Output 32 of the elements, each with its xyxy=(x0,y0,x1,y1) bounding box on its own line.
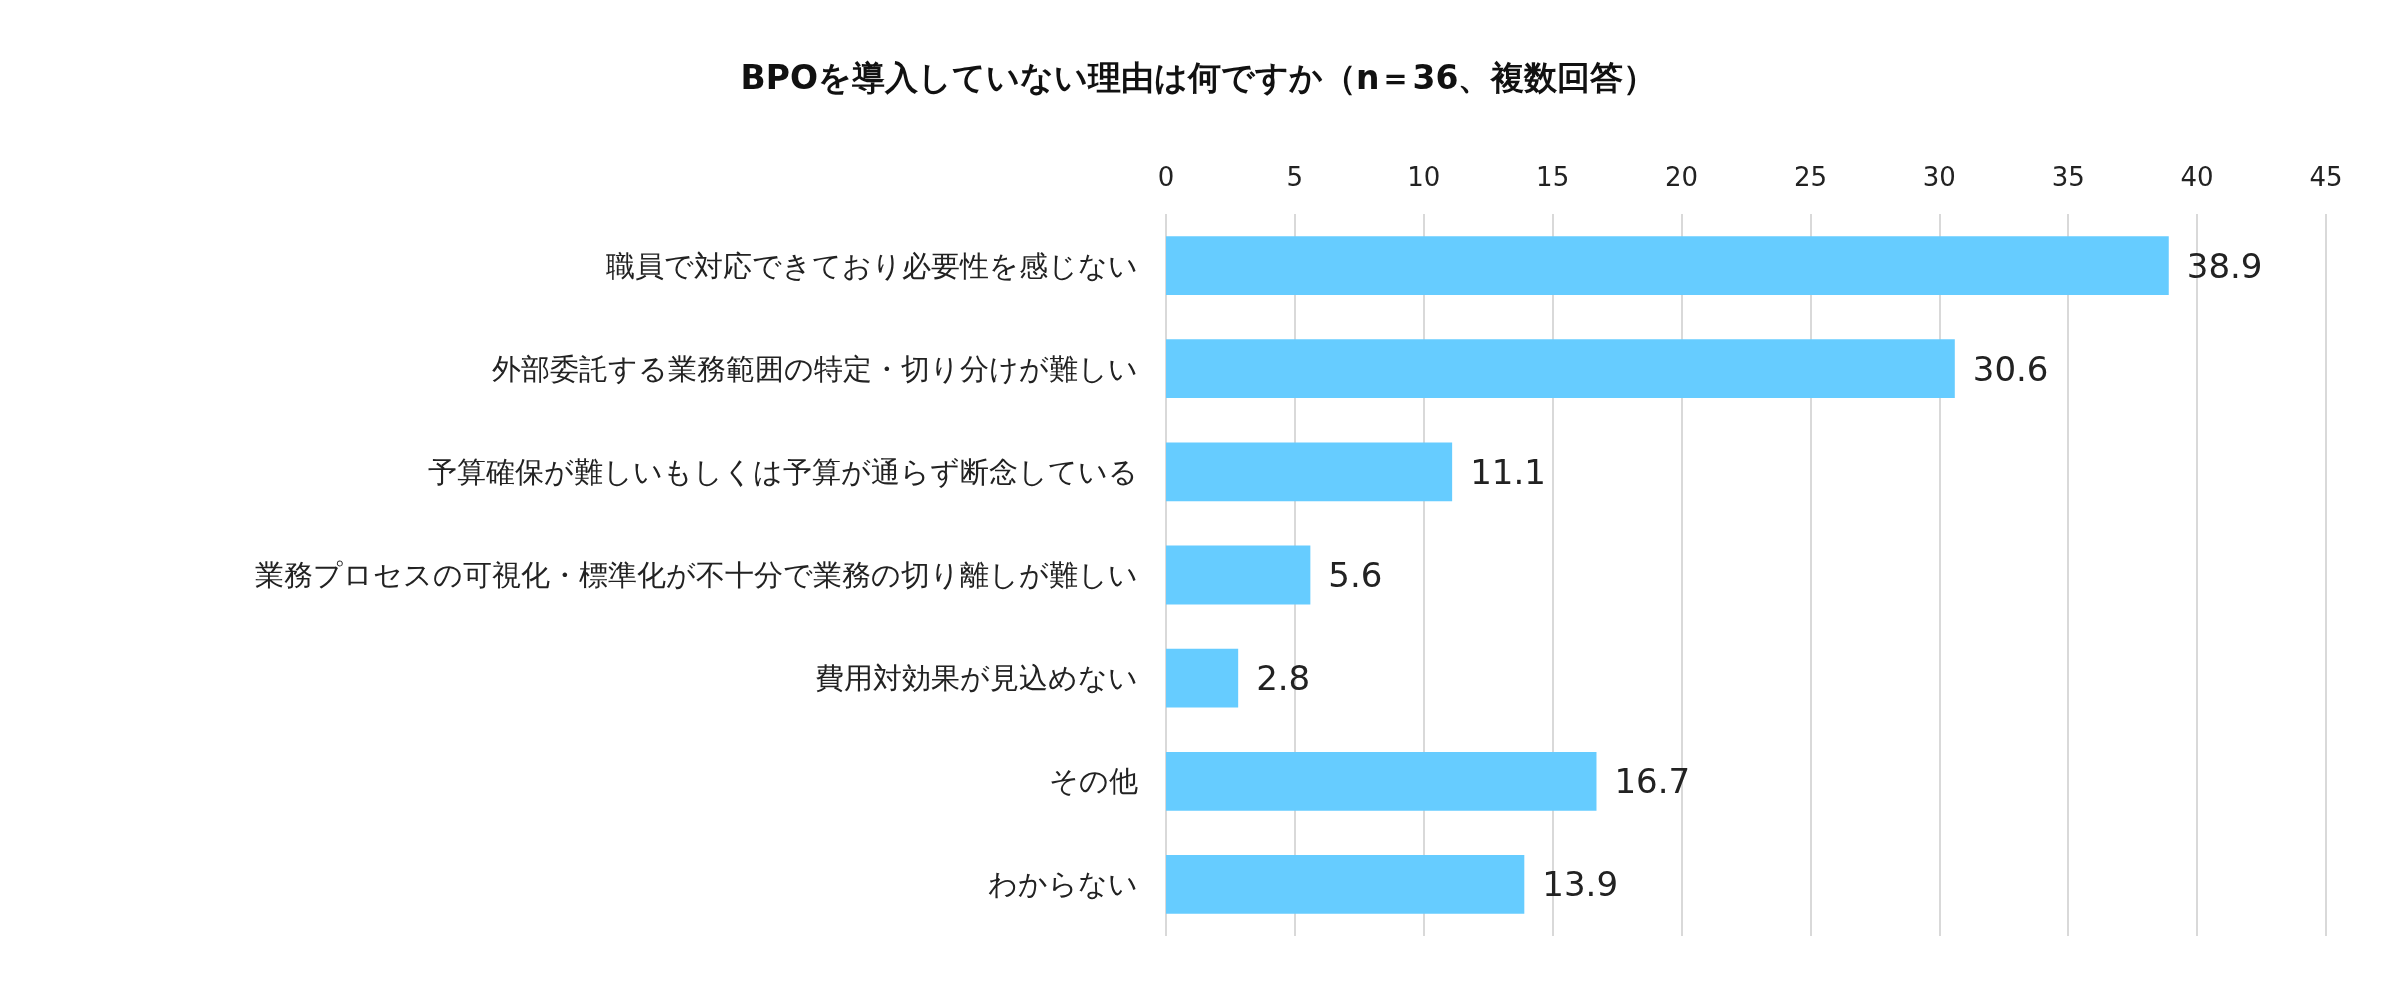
x-tick-label: 0 xyxy=(1157,162,1175,192)
y-tick-label: 費用対効果が見込めない xyxy=(815,661,1138,696)
bar xyxy=(1166,442,1453,502)
y-tick-label: 業務プロセスの可視化・標準化が不十分で業務の切り離しが難しい xyxy=(255,558,1138,592)
y-tick-label: 外部委託する業務範囲の特定・切り分けが難しい xyxy=(492,351,1138,386)
data-label: 16.7 xyxy=(1614,761,1691,802)
bar xyxy=(1166,545,1311,605)
x-tick-label: 5 xyxy=(1286,162,1304,192)
data-label: 38.9 xyxy=(2186,245,2263,286)
bar xyxy=(1166,236,2169,295)
bar xyxy=(1166,339,1955,399)
bar xyxy=(1166,855,1525,914)
y-tick-label: その他 xyxy=(1049,764,1138,799)
data-label: 30.6 xyxy=(1972,348,2049,389)
x-tick-label: 15 xyxy=(1536,162,1570,192)
bar xyxy=(1166,751,1597,811)
x-tick-label: 20 xyxy=(1665,162,1699,192)
y-tick-label: 予算確保が難しいもしくは予算が通らず断念している xyxy=(428,454,1138,489)
data-label: 11.1 xyxy=(1470,451,1546,492)
x-tick-label: 10 xyxy=(1407,162,1441,192)
x-tick-label: 45 xyxy=(2309,162,2343,192)
x-tick-label: 35 xyxy=(2051,162,2085,192)
chart-title: BPOを導入していない理由は何ですか（n＝36、複数回答） xyxy=(740,58,1657,97)
x-tick-label: 25 xyxy=(1793,162,1827,192)
bar xyxy=(1166,648,1239,708)
y-tick-label: わからない xyxy=(988,867,1138,902)
x-tick-label: 30 xyxy=(1922,162,1956,192)
data-label: 5.6 xyxy=(1328,555,1383,595)
data-label: 13.9 xyxy=(1542,864,1619,905)
y-tick-label: 職員で対応できており必要性を感じない xyxy=(606,248,1138,283)
x-tick-label: 40 xyxy=(2180,162,2214,192)
data-label: 2.8 xyxy=(1256,658,1311,699)
